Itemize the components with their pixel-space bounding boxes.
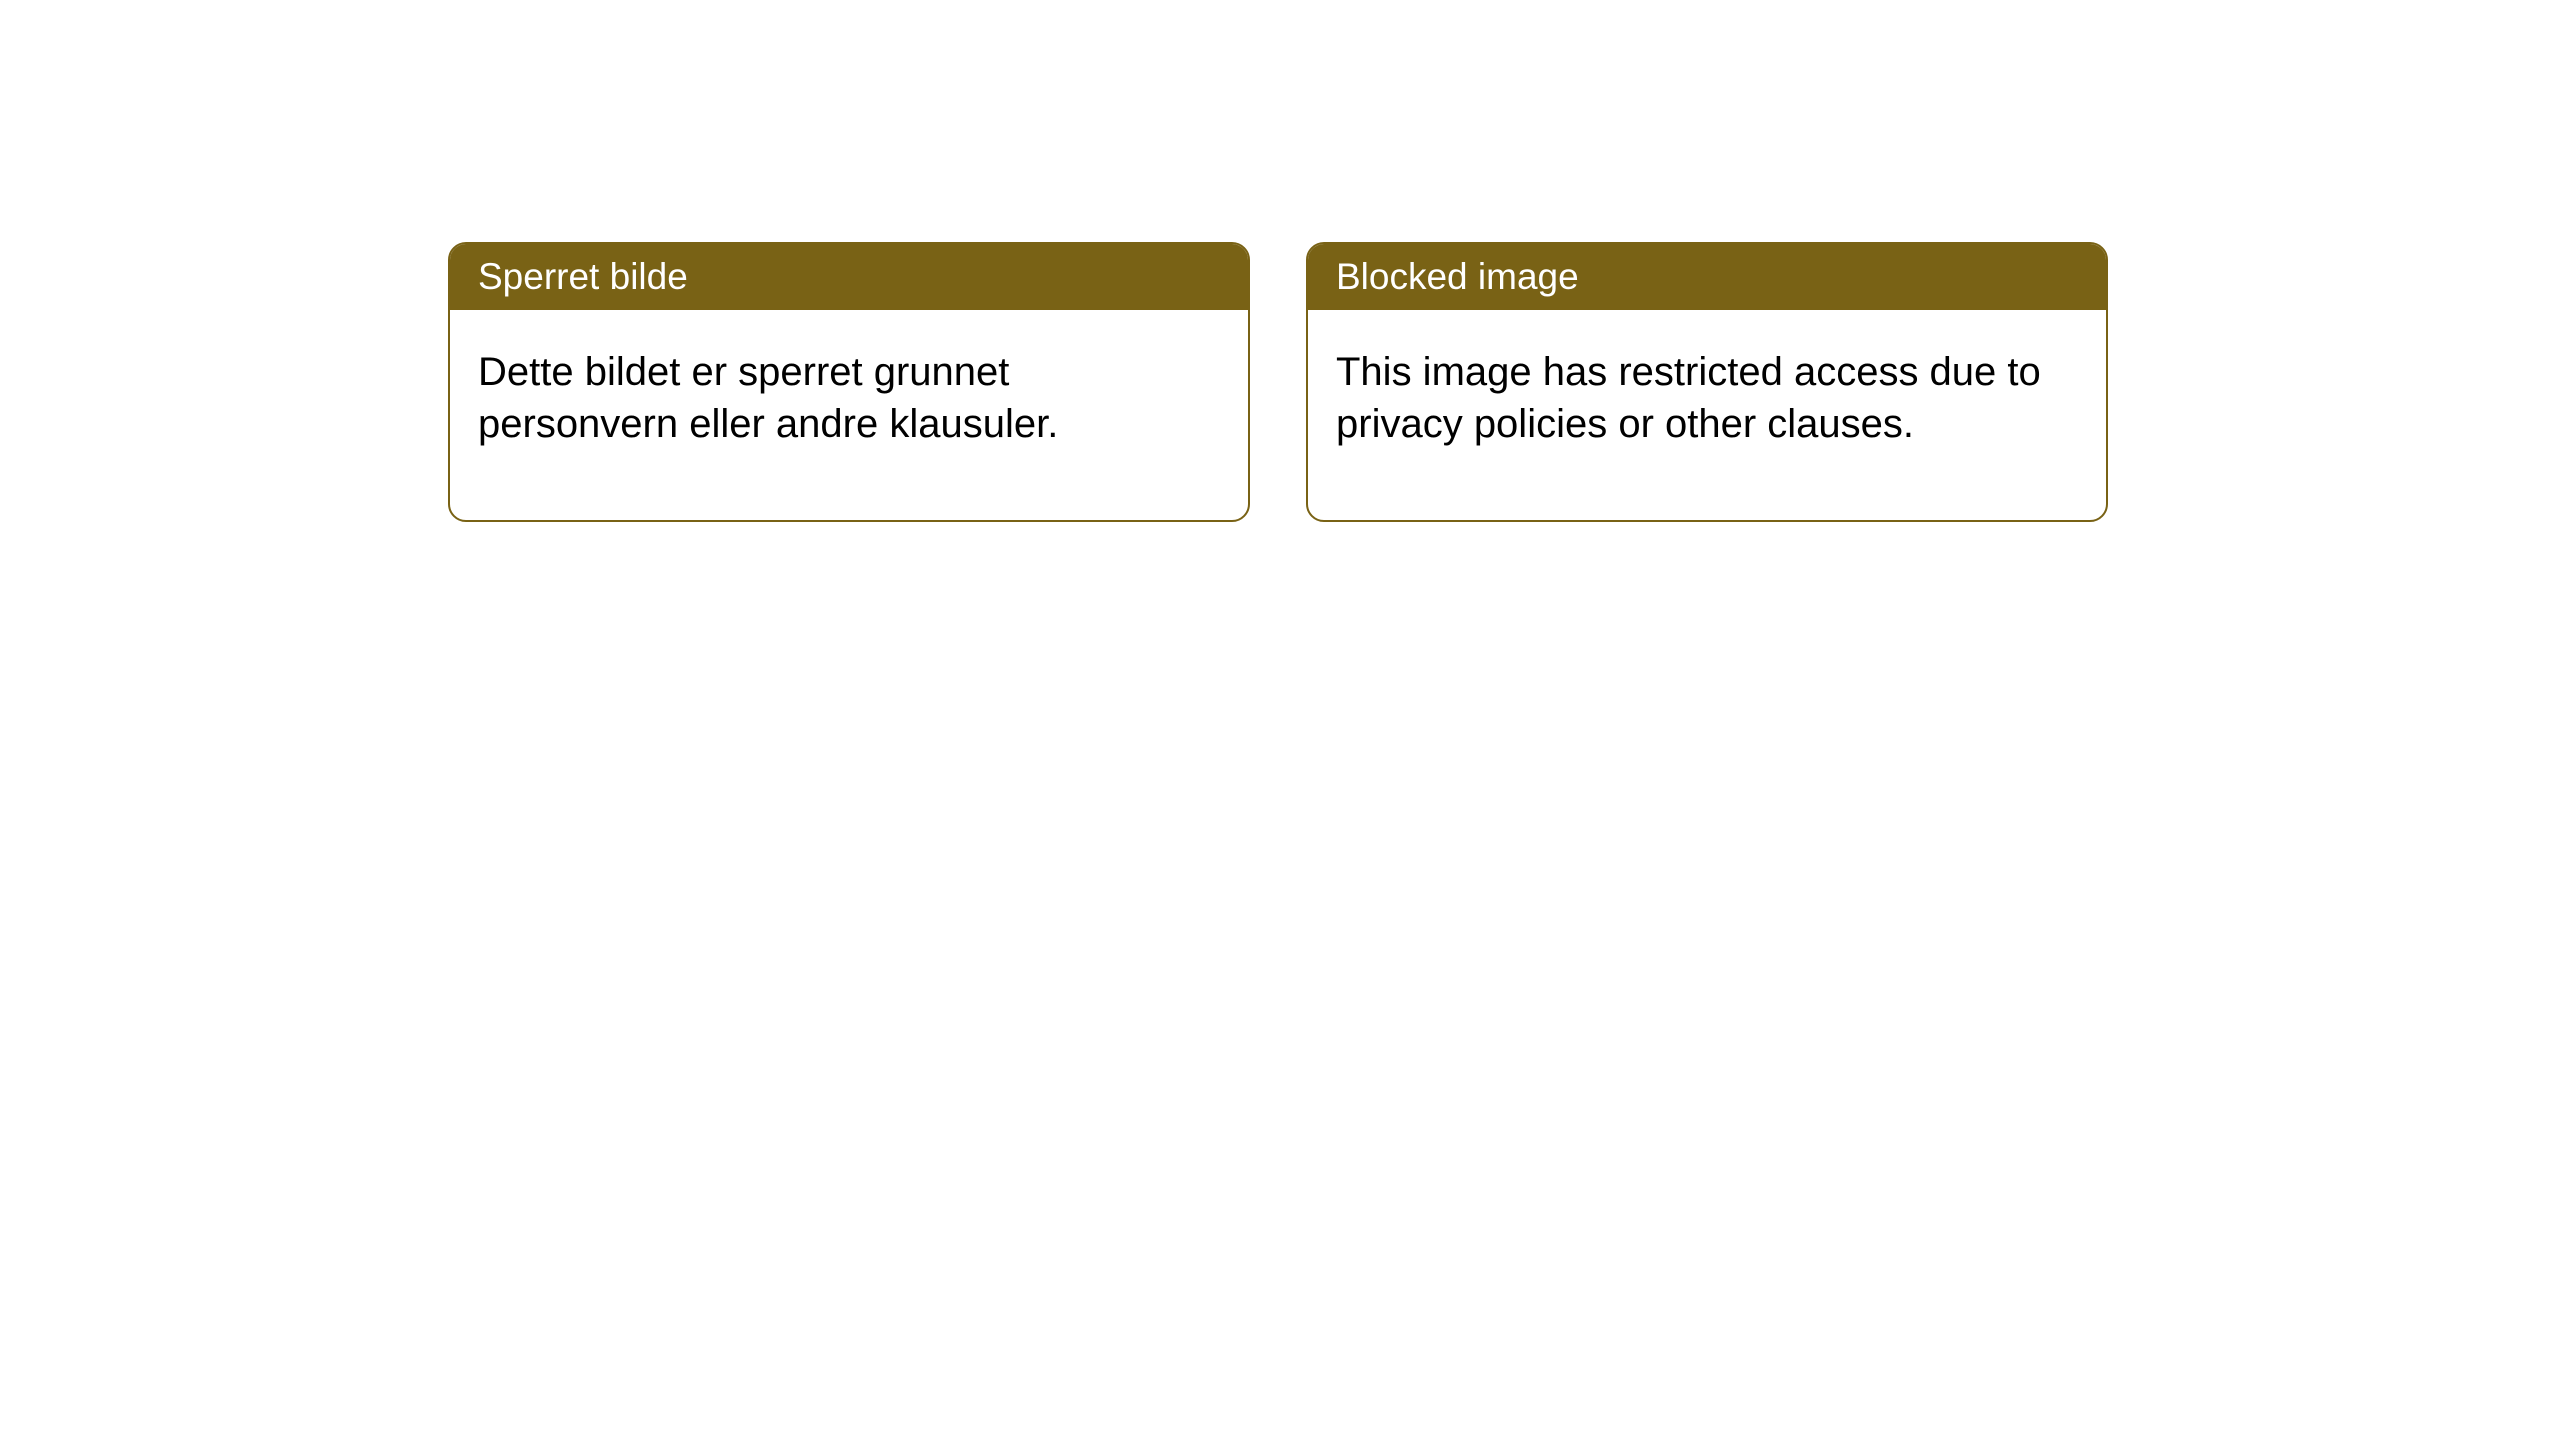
notice-card-norwegian: Sperret bilde Dette bildet er sperret gr… — [448, 242, 1250, 522]
notice-body-text: This image has restricted access due to … — [1336, 350, 2041, 446]
notice-card-header: Sperret bilde — [450, 244, 1248, 310]
notice-card-english: Blocked image This image has restricted … — [1306, 242, 2108, 522]
notice-card-body: Dette bildet er sperret grunnet personve… — [450, 310, 1248, 520]
notice-container: Sperret bilde Dette bildet er sperret gr… — [448, 242, 2108, 522]
notice-card-body: This image has restricted access due to … — [1308, 310, 2106, 520]
notice-title: Blocked image — [1336, 256, 1579, 297]
notice-title: Sperret bilde — [478, 256, 688, 297]
notice-card-header: Blocked image — [1308, 244, 2106, 310]
notice-body-text: Dette bildet er sperret grunnet personve… — [478, 350, 1058, 446]
